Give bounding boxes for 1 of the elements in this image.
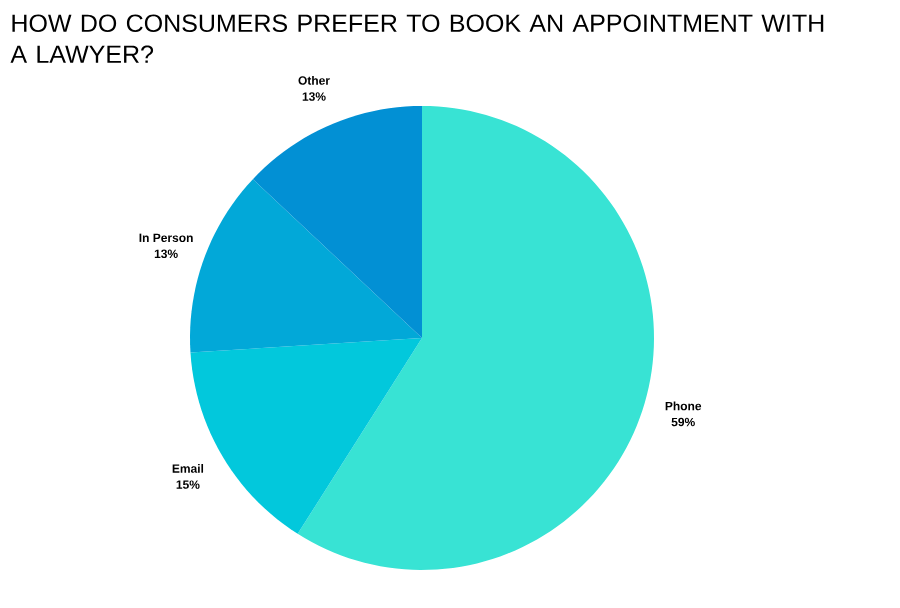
chart-title: HOW DO CONSUMERS PREFER TO BOOK AN APPOINTMENT WITH A LAWYER? <box>10 14 824 63</box>
